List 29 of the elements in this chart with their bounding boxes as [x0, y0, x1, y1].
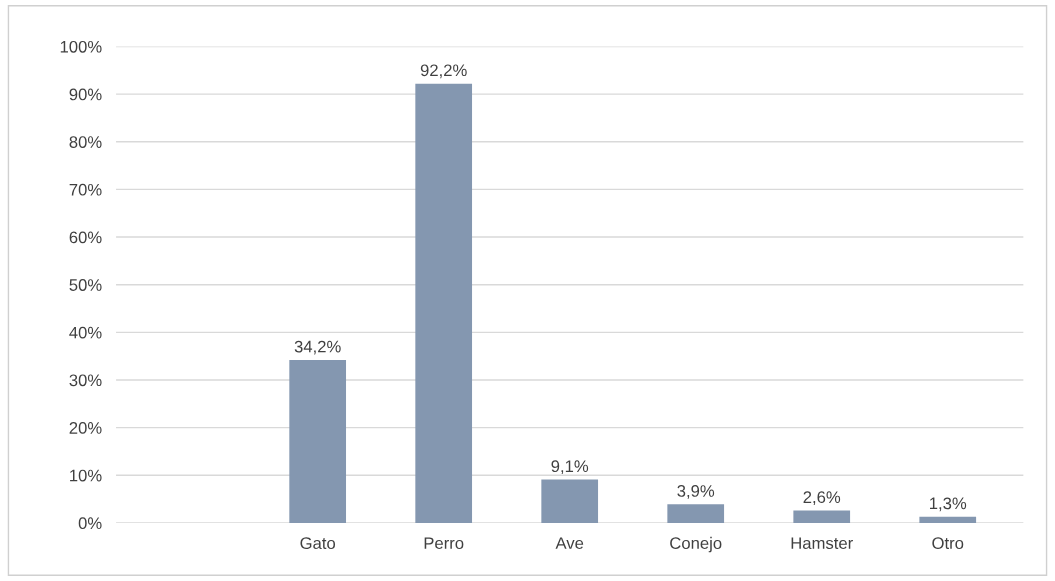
x-tick-label: Perro [424, 537, 464, 550]
y-tick-label: 60% [69, 231, 102, 244]
bar [793, 510, 851, 523]
data-label: 3,9% [677, 485, 715, 499]
data-label: 92,2% [420, 64, 467, 79]
data-label: 2,6% [803, 491, 841, 506]
bar [667, 504, 725, 523]
y-tick-label: 0% [78, 517, 102, 530]
y-tick-label: 30% [69, 374, 102, 387]
y-tick-label: 40% [69, 326, 102, 339]
data-label: 9,1% [551, 460, 589, 475]
x-tick-label: Ave [555, 537, 584, 550]
x-tick-label: Otro [932, 537, 964, 550]
y-tick-label: 20% [69, 422, 102, 434]
x-tick-label: Hamster [791, 537, 853, 550]
y-tick-label: 50% [69, 279, 102, 291]
x-tick-label: Conejo [670, 536, 722, 553]
y-tick-label: 70% [69, 183, 102, 196]
y-tick-label: 10% [70, 469, 102, 482]
bar [541, 479, 599, 523]
y-tick-label: 80% [69, 136, 102, 148]
bar [415, 83, 473, 523]
bar [289, 359, 347, 523]
y-tick-label: 90% [69, 88, 102, 101]
y-tick-label: 100% [60, 40, 102, 53]
bar [919, 516, 977, 523]
data-label: 34,2% [294, 340, 341, 355]
data-label: 1,3% [930, 497, 967, 512]
x-tick-label: Gato [300, 537, 336, 550]
